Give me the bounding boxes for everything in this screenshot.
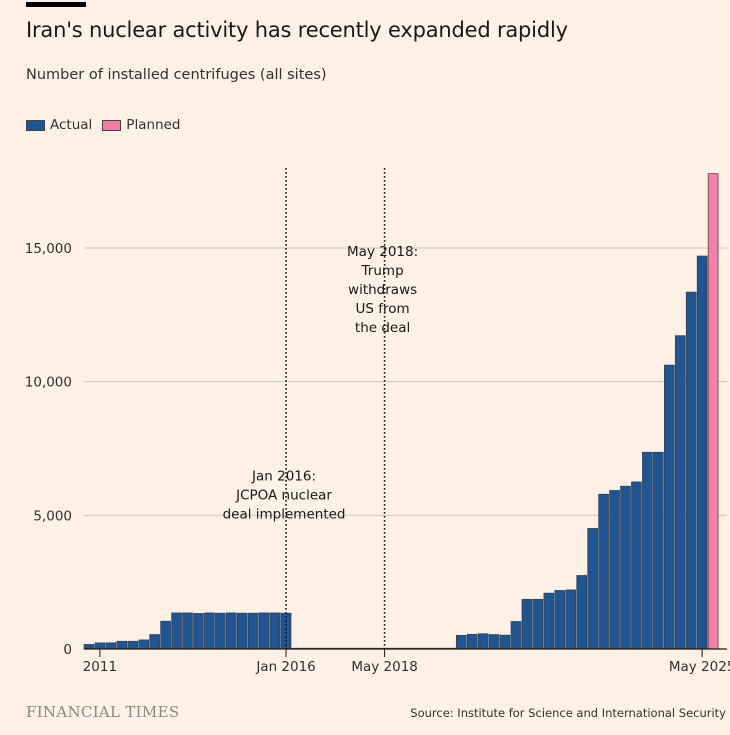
event-annotation-text: withdraws bbox=[348, 282, 417, 298]
brand-bar bbox=[26, 2, 86, 7]
bar-actual bbox=[653, 451, 664, 650]
legend: Actual Planned bbox=[26, 117, 190, 133]
bar-planned bbox=[707, 173, 719, 650]
bar-actual bbox=[532, 598, 544, 650]
y-tick-label: 10,000 bbox=[25, 375, 72, 391]
bar-actual bbox=[138, 639, 149, 650]
bar-actual bbox=[477, 633, 489, 650]
bar-actual bbox=[521, 598, 533, 650]
bar-actual bbox=[247, 612, 259, 650]
bar-actual bbox=[587, 528, 598, 650]
bar-actual bbox=[258, 612, 270, 650]
bar-actual bbox=[466, 633, 478, 650]
x-tick-label: 2011 bbox=[83, 659, 117, 675]
bar-actual bbox=[663, 364, 675, 650]
bar-actual bbox=[160, 620, 171, 650]
bar-actual bbox=[674, 335, 686, 650]
bar-actual bbox=[631, 481, 642, 650]
bar-actual bbox=[499, 634, 511, 650]
legend-label-planned: Planned bbox=[126, 117, 181, 133]
bar-actual bbox=[171, 612, 182, 650]
bar-actual bbox=[149, 634, 160, 650]
source-note: Source: Institute for Science and Intern… bbox=[410, 706, 726, 720]
legend-item-planned: Planned bbox=[102, 117, 180, 133]
bar-actual bbox=[269, 612, 281, 650]
legend-swatch-actual bbox=[26, 119, 45, 131]
event-annotation-text: Jan 2016: bbox=[251, 469, 316, 485]
bar-actual bbox=[105, 642, 117, 650]
y-tick-label: 0 bbox=[63, 642, 72, 658]
x-tick-label: Jan 2016 bbox=[255, 659, 315, 675]
event-annotation-text: the deal bbox=[355, 320, 410, 336]
bar-actual bbox=[127, 640, 139, 650]
y-tick-label: 15,000 bbox=[25, 241, 72, 257]
bar-actual bbox=[696, 255, 708, 650]
bar-actual bbox=[554, 590, 566, 650]
bar-actual bbox=[642, 451, 653, 650]
event-annotation-text: US from bbox=[356, 301, 410, 317]
bar-actual bbox=[116, 640, 128, 650]
bar-actual bbox=[598, 493, 609, 650]
bar-actual bbox=[204, 612, 215, 650]
y-tick-label: 5,000 bbox=[33, 508, 72, 524]
bar-actual bbox=[576, 575, 587, 650]
bar-chart: 0 5,000 10,000 15,000 Jan 2016: JCPOA nuclear… bbox=[25, 168, 730, 675]
bar-actual bbox=[215, 612, 226, 650]
legend-swatch-planned bbox=[102, 119, 122, 131]
legend-label-actual: Actual bbox=[50, 117, 93, 133]
bar-actual bbox=[609, 490, 620, 650]
bar-actual bbox=[685, 291, 697, 650]
bar-actual bbox=[543, 592, 555, 650]
bar-actual bbox=[455, 635, 467, 650]
bar-actual bbox=[83, 644, 95, 650]
legend-item-actual: Actual bbox=[26, 117, 92, 133]
event-annotation-text: Trump bbox=[361, 263, 404, 279]
bar-actual bbox=[193, 613, 204, 650]
bar-actual bbox=[236, 612, 248, 650]
bar-actual bbox=[280, 612, 292, 650]
chart-subtitle: Number of installed centrifuges (all sit… bbox=[26, 67, 327, 83]
chart-title: Iran's nuclear activity has recently exp… bbox=[26, 18, 568, 42]
x-tick-label: May 2018 bbox=[351, 659, 418, 675]
bar-actual bbox=[488, 634, 500, 650]
ft-logo-text: FINANCIAL TIMES bbox=[26, 703, 180, 721]
bar-actual bbox=[620, 485, 631, 650]
bar-actual bbox=[226, 612, 237, 650]
bar-actual bbox=[94, 642, 106, 650]
bar-actual bbox=[510, 621, 522, 650]
bar-actual bbox=[565, 589, 577, 650]
event-annotation-text: JCPOA nuclear bbox=[235, 488, 332, 504]
event-annotation-text: May 2018: bbox=[347, 244, 418, 260]
event-annotation-text: deal implemented bbox=[223, 507, 346, 523]
bar-actual bbox=[182, 612, 193, 650]
x-tick-label: May 2025 bbox=[669, 659, 730, 675]
